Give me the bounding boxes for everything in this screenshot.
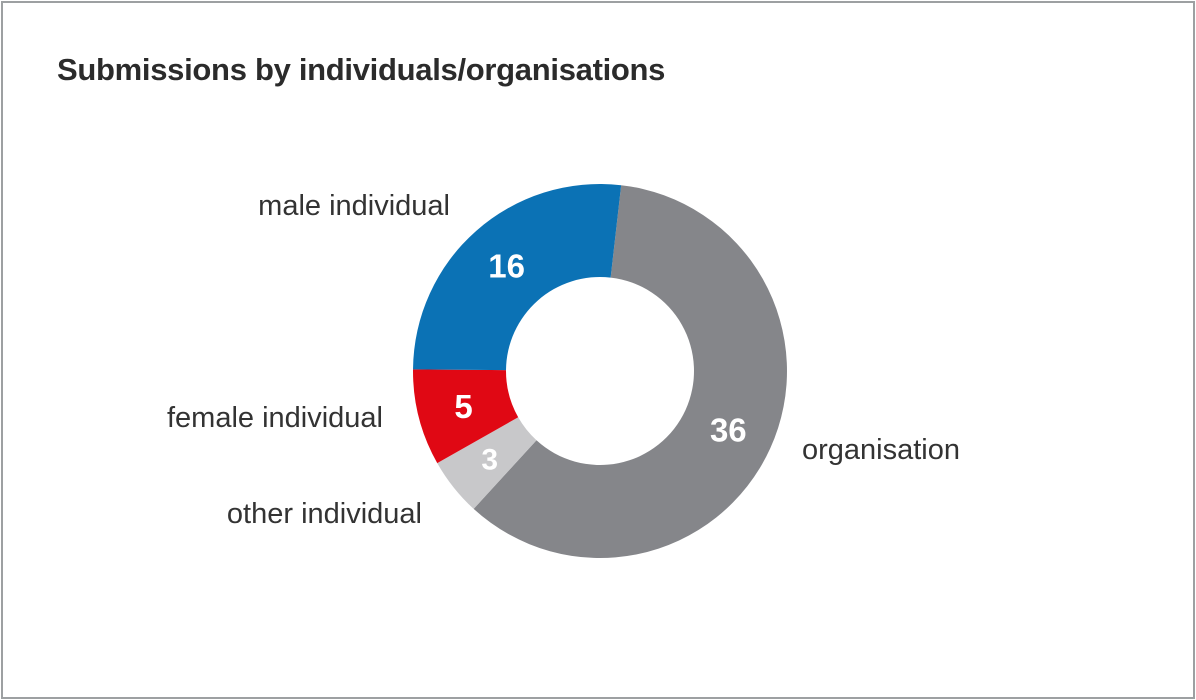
donut-value-male-individual: 16 — [488, 247, 525, 284]
donut-segment-organisation — [473, 185, 787, 558]
segment-label-male-individual: male individual — [258, 190, 450, 222]
segment-label-other-individual: other individual — [226, 498, 422, 530]
segment-label-organisation: organisation — [802, 434, 960, 466]
donut-value-other-individual: 3 — [481, 444, 498, 477]
donut-segment-female-individual — [413, 369, 519, 464]
chart-title: Submissions by individuals/organisations — [57, 52, 666, 87]
donut-value-female-individual: 5 — [454, 388, 472, 425]
donut-value-organisation: 36 — [710, 411, 747, 448]
segment-label-female-individual: female individual — [166, 402, 383, 434]
donut-segment-other-individual — [437, 417, 537, 509]
donut-segment-male-individual — [413, 183, 622, 371]
